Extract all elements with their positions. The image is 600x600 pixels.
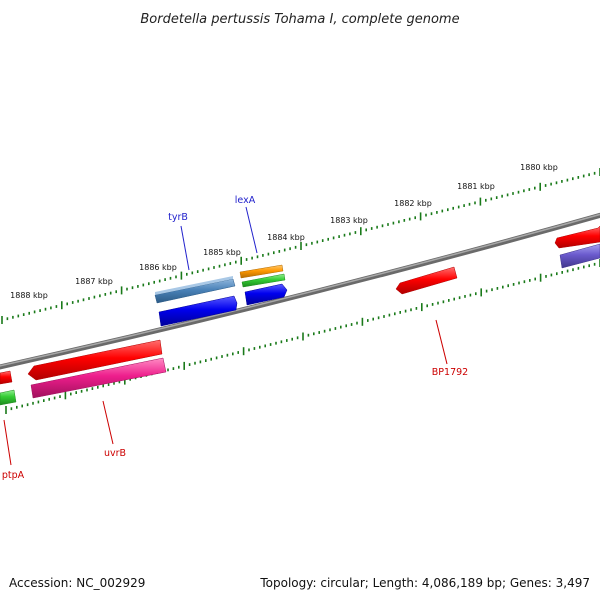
tick-label-1882: 1882 kbp	[394, 199, 432, 208]
gene-label-tyrB[interactable]: tyrB	[168, 212, 188, 223]
gene-label-BP1792[interactable]: BP1792	[432, 367, 468, 378]
gene-tyrB[interactable]	[154, 276, 236, 304]
gene-lexA-orange[interactable]	[239, 264, 284, 279]
gene-right-purple[interactable]	[559, 243, 600, 269]
tick-label-1886: 1886 kbp	[139, 263, 177, 272]
gene-uvrB-red[interactable]	[27, 339, 163, 381]
gene-left-red-top[interactable]	[0, 370, 13, 385]
tick-label-1884: 1884 kbp	[267, 233, 305, 242]
gene-BP1792[interactable]	[395, 266, 458, 295]
gene-lexA-blue[interactable]	[244, 283, 288, 306]
genome-backbone	[0, 212, 600, 370]
inner-tick-track	[1, 168, 600, 324]
gene-lexA-green[interactable]	[241, 273, 286, 288]
gene-tyrB-blue[interactable]	[158, 295, 238, 327]
gene-label-lexA[interactable]: lexA	[235, 195, 256, 206]
tick-label-1888: 1888 kbp	[10, 291, 48, 300]
map-title: Bordetella pertussis Tohama I, complete …	[140, 12, 459, 27]
genome-summary-text: Topology: circular; Length: 4,086,189 bp…	[259, 576, 590, 590]
accession-text: Accession: NC_002929	[9, 576, 145, 590]
gene-labels: tyrB lexA BP1792 uvrB ptpA	[2, 195, 468, 481]
gene-right-red[interactable]	[554, 225, 600, 249]
gene-uvrB-magenta[interactable]	[30, 357, 167, 399]
gene-ptpA-green[interactable]	[0, 389, 17, 406]
tick-label-1883: 1883 kbp	[330, 216, 368, 225]
tick-label-1881: 1881 kbp	[457, 182, 495, 191]
gene-label-uvrB[interactable]: uvrB	[104, 448, 126, 459]
tick-labels: 1880 kbp 1881 kbp 1882 kbp 1883 kbp 1884…	[10, 163, 558, 300]
gene-label-ptpA[interactable]: ptpA	[2, 470, 25, 481]
leader-lines	[3, 206, 448, 466]
tick-label-1887: 1887 kbp	[75, 277, 113, 286]
tick-label-1880: 1880 kbp	[520, 163, 558, 172]
tick-label-1885: 1885 kbp	[203, 248, 241, 257]
